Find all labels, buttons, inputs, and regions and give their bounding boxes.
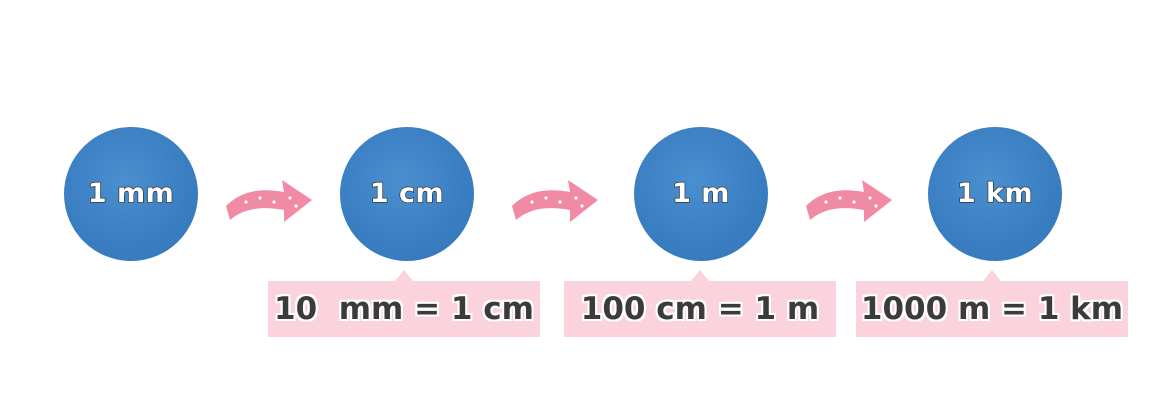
unit-label-km: 1 km [956,177,1034,209]
box-pointer [691,270,709,281]
unit-circle-km: 1 km [928,127,1062,261]
unit-label-m: 1 m [671,177,730,209]
conversion-text-mm-cm: 10 mm = 1 cm [274,291,534,327]
right-arrow-icon [806,180,892,222]
conversion-text-m-km: 1000 m = 1 km [860,291,1124,327]
unit-circle-m: 1 m [634,127,768,261]
conversion-text-cm-m: 100 cm = 1 m [580,291,820,327]
conversion-box-m-km: 1000 m = 1 km [856,270,1128,337]
right-arrow-icon [512,180,598,222]
right-arrow-icon [226,180,312,222]
unit-label-cm: 1 cm [369,177,445,209]
conversion-box-mm-cm: 10 mm = 1 cm [268,270,540,337]
unit-circle-cm: 1 cm [340,127,474,261]
unit-circle-mm: 1 mm [64,127,198,261]
unit-label-mm: 1 mm [87,177,175,209]
box-pointer [395,270,413,281]
conversion-box-cm-m: 100 cm = 1 m [564,270,836,337]
box-pointer [983,270,1001,281]
